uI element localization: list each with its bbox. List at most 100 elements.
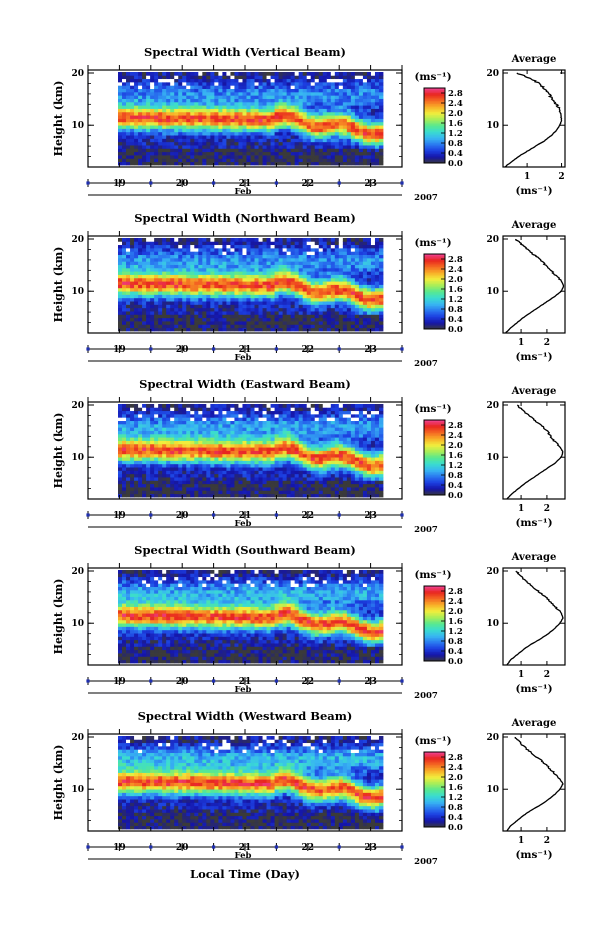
- heatmap-cell: [302, 311, 308, 315]
- heatmap-cell: [346, 151, 352, 156]
- heatmap-cell: [338, 251, 344, 256]
- heatmap-cell: [154, 135, 159, 139]
- heatmap-cell: [362, 75, 368, 80]
- heatmap-cell: [238, 88, 243, 93]
- heatmap-cell: [226, 254, 231, 259]
- heatmap-cell: [118, 277, 123, 282]
- heatmap-cell: [234, 304, 239, 309]
- heatmap-cell: [230, 277, 235, 282]
- heatmap-cell: [186, 324, 191, 329]
- heatmap-cell: [130, 427, 135, 431]
- heatmap-cell: [378, 111, 384, 116]
- heatmap-cell: [146, 121, 151, 126]
- heatmap-cell: [134, 105, 139, 109]
- heatmap-cell: [158, 460, 163, 465]
- heatmap-cell: [242, 125, 247, 129]
- heatmap-cell: [250, 125, 255, 129]
- heatmap-cell: [202, 88, 207, 93]
- heatmap-cell: [118, 317, 123, 322]
- heatmap-cell: [362, 145, 368, 149]
- heatmap-cell: [250, 487, 255, 491]
- heatmap-cell: [138, 155, 143, 159]
- heatmap-cell: [278, 254, 284, 259]
- heatmap-cell: [290, 311, 296, 315]
- heatmap-cell: [334, 244, 340, 249]
- heatmap-cell: [234, 413, 239, 418]
- heatmap-cell: [166, 267, 171, 272]
- heatmap-cell: [190, 238, 195, 242]
- heatmap-cell: [326, 238, 332, 242]
- heatmap-cell: [250, 317, 255, 322]
- heatmap-cell: [378, 88, 384, 93]
- heatmap-cell: [126, 480, 131, 485]
- heatmap-cell: [214, 244, 219, 249]
- heatmap-cell: [150, 88, 155, 93]
- heatmap-cell: [306, 277, 312, 282]
- heatmap-cell: [162, 304, 167, 309]
- heatmap-cell: [158, 307, 163, 312]
- colorbar-segment: [424, 280, 445, 283]
- heatmap-cell: [334, 297, 340, 302]
- colorbar-segment: [424, 161, 445, 164]
- heatmap-cell: [170, 321, 175, 325]
- heatmap-cell: [158, 145, 163, 149]
- heatmap-cell: [130, 98, 135, 103]
- heatmap-cell: [278, 271, 284, 275]
- heatmap-cell: [254, 470, 259, 475]
- heatmap-cell: [174, 125, 179, 129]
- heatmap-cell: [118, 443, 123, 448]
- heatmap-cell: [262, 145, 267, 149]
- heatmap-cell: [246, 457, 251, 461]
- heatmap-cell: [302, 141, 308, 146]
- heatmap-cell: [226, 417, 231, 422]
- heatmap-cell: [306, 307, 312, 312]
- heatmap-cell: [166, 437, 171, 441]
- heatmap-cell: [306, 158, 312, 163]
- heatmap-cell: [206, 430, 211, 435]
- heatmap-cell: [286, 321, 292, 325]
- heatmap-cell: [130, 437, 135, 441]
- heatmap-cell: [266, 141, 271, 146]
- heatmap-cell: [346, 241, 352, 246]
- heatmap-cell: [286, 238, 292, 242]
- heatmap-cell: [378, 281, 384, 285]
- heatmap-cell: [170, 111, 175, 116]
- heatmap-cell: [194, 284, 199, 289]
- heatmap-cell: [174, 324, 179, 329]
- heatmap-cell: [322, 125, 328, 129]
- heatmap-cell: [194, 447, 199, 451]
- heatmap-cell: [162, 413, 167, 418]
- heatmap-cell: [166, 453, 171, 458]
- heatmap-cell: [198, 297, 203, 302]
- colorbar-segment: [424, 116, 445, 119]
- heatmap-cell: [186, 287, 191, 292]
- heatmap-cell: [126, 433, 131, 438]
- heatmap-cell: [122, 294, 127, 299]
- heatmap-cell: [190, 244, 195, 249]
- heatmap-cell: [234, 490, 239, 495]
- heatmap-cell: [166, 158, 171, 163]
- heatmap-cell: [198, 430, 203, 435]
- heatmap-cell: [146, 291, 151, 295]
- heatmap-cell: [158, 457, 163, 461]
- heatmap-cell: [142, 314, 147, 319]
- heatmap-cell: [146, 311, 151, 315]
- heatmap-cell: [138, 443, 143, 448]
- heatmap-cell: [242, 264, 247, 269]
- heatmap-cell: [170, 314, 175, 319]
- heatmap-cell: [118, 155, 123, 159]
- heatmap-cell: [126, 413, 131, 418]
- heatmap-cell: [154, 453, 159, 458]
- heatmap-cell: [366, 247, 372, 252]
- average-y-tick-label: 20: [486, 235, 499, 245]
- heatmap-cell: [326, 88, 332, 93]
- heatmap-cell: [286, 281, 292, 285]
- heatmap-cell: [118, 274, 123, 279]
- heatmap-cell: [214, 158, 219, 163]
- heatmap-cell: [170, 254, 175, 259]
- heatmap-cell: [290, 78, 296, 83]
- heatmap-cell: [254, 118, 259, 123]
- heatmap-cell: [370, 161, 376, 166]
- heatmap-cell: [242, 453, 247, 458]
- heatmap-cell: [258, 115, 263, 119]
